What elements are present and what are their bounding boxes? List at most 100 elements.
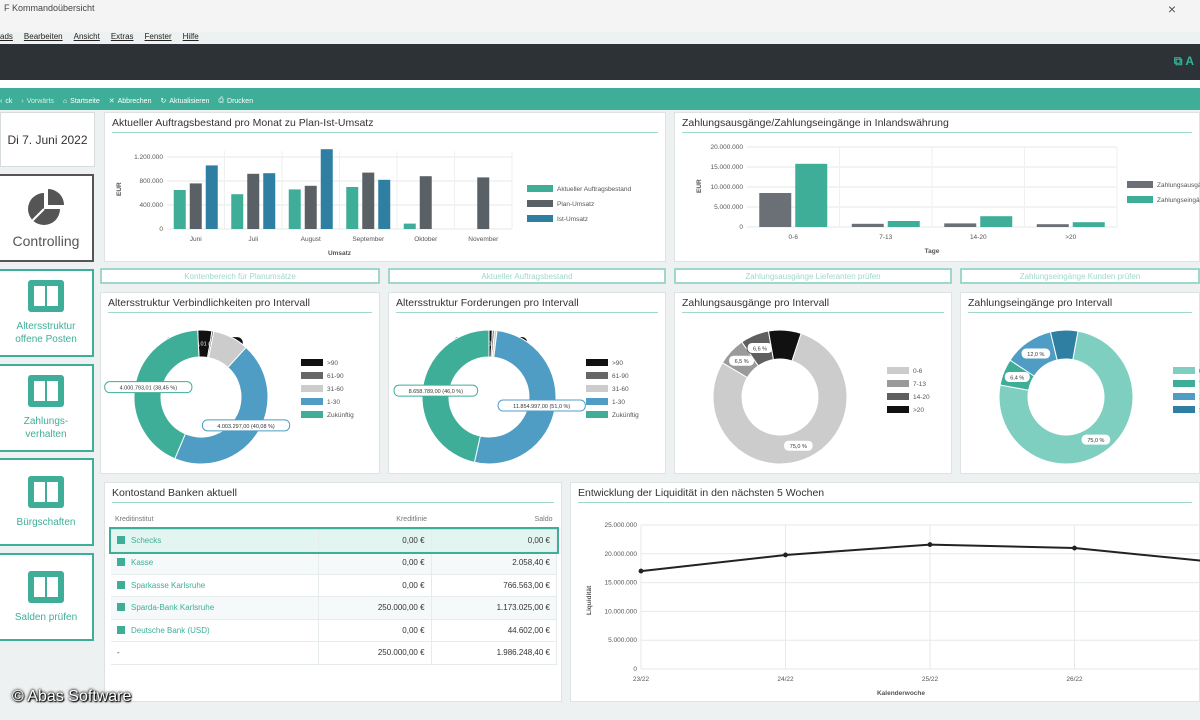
- legend-swatch: [527, 185, 553, 192]
- copyright-watermark: © Abas Software: [12, 688, 132, 705]
- col-kreditinstitut[interactable]: Kreditinstitut: [111, 511, 319, 530]
- cell-kreditlinie: 250.000,00 €: [318, 596, 432, 620]
- menu-item[interactable]: Bearbeiten: [23, 32, 63, 41]
- panel-zahlungen: Zahlungsausgänge/Zahlungseingänge in Inl…: [674, 112, 1200, 262]
- nav-label: Salden prüfen: [14, 611, 78, 623]
- bar: [247, 173, 260, 229]
- forward-button[interactable]: › Vorwärts: [21, 98, 54, 105]
- refresh-button[interactable]: ↻ Aktualisieren: [160, 97, 209, 106]
- back-button[interactable]: ‹ ck: [0, 98, 12, 105]
- pie-chart-icon: [28, 188, 64, 225]
- legend-swatch: [527, 200, 553, 207]
- slice-label-bg: [1020, 347, 1052, 360]
- sidebar: Di 7. Juni 2022 Controlling Altersstrukt…: [0, 112, 96, 712]
- nav-salden[interactable]: Salden prüfen: [0, 553, 94, 641]
- x-tick-label: 24/22: [777, 676, 794, 683]
- cell-name[interactable]: Sparda-Bank Karlsruhe: [111, 596, 319, 620]
- edit-icon[interactable]: [117, 580, 125, 589]
- legend-swatch: [586, 398, 608, 405]
- link-zahlungseingaenge[interactable]: Zahlungseingänge Kunden prüfen: [960, 268, 1200, 284]
- x-axis-title: Umsatz: [328, 250, 352, 257]
- link-kontenbereich[interactable]: Kontenbereich für Planumsätze: [100, 268, 380, 284]
- menu-item[interactable]: ads: [0, 32, 13, 41]
- liquiditaet-line-chart: 0 5.000.000 10.000.000 15.000.000 20.000.000…: [586, 522, 1200, 697]
- slice-label: 8.658.789,00 (46,0 %): [409, 389, 464, 395]
- bank-name: Schecks: [131, 535, 162, 545]
- nav-zahlungsverhalten[interactable]: Zahlungs- verhalten: [0, 364, 94, 452]
- cancel-button[interactable]: ✕ Abbrechen: [109, 97, 152, 106]
- toolbar-label: Startseite: [70, 97, 100, 105]
- table-row[interactable]: Deutsche Bank (USD) 0,00 €44.602,00 €: [111, 619, 558, 642]
- legend-label: Zukünftig: [327, 412, 354, 419]
- print-button[interactable]: ⎙ Drucken: [218, 97, 253, 105]
- legend-label: 31-60: [327, 386, 344, 393]
- slice-label: 75,0 %: [1087, 438, 1104, 444]
- col-kreditlinie[interactable]: Kreditlinie: [318, 511, 432, 530]
- forward-icon: ›: [21, 97, 24, 105]
- legend-label: 7-13: [913, 381, 926, 388]
- nav-label: Altersstruktur offene Posten: [15, 321, 77, 345]
- panel-title: Zahlungseingänge pro Intervall: [968, 297, 1113, 309]
- menu-item[interactable]: Fenster: [144, 32, 172, 41]
- panel-liquiditaet: Entwicklung der Liquidität in den nächst…: [570, 482, 1200, 702]
- nav-label: Bürgschaften: [16, 516, 76, 528]
- slice-label: 6,5 %: [735, 359, 749, 365]
- window-title: F Kommandoübersicht: [4, 3, 95, 13]
- alt-verb-donut: 458.890,01 (3,07 %) 4.003.297,00 (40,08 %…: [104, 329, 354, 465]
- legend-swatch: [301, 411, 323, 418]
- window-close-button[interactable]: ×: [1167, 1, 1176, 17]
- series-line: [640, 543, 1200, 573]
- bar: [346, 187, 359, 229]
- cell-name[interactable]: Kasse: [111, 551, 319, 575]
- menu-item[interactable]: Ansicht: [73, 32, 100, 41]
- cell-kreditlinie: 0,00 €: [318, 529, 432, 552]
- bar: [887, 221, 920, 227]
- menu-item[interactable]: Hilfe: [182, 32, 199, 41]
- table-row[interactable]: Kasse 0,00 €2.058,40 €: [111, 551, 558, 575]
- slice-label-bg: [201, 419, 291, 432]
- nav-altersstruktur[interactable]: Altersstruktur offene Posten: [0, 269, 94, 357]
- total-label: -: [111, 641, 319, 665]
- x-tick-label: November: [468, 236, 499, 243]
- legend-label: 1-30: [327, 399, 340, 406]
- home-button[interactable]: ⌂ Startseite: [63, 98, 100, 105]
- panel-alt-verb: Altersstruktur Verbindlichkeiten pro Int…: [100, 292, 380, 474]
- table-row[interactable]: Sparkasse Karlsruhe 0,00 €766.563,00 €: [111, 574, 558, 597]
- bar: [205, 165, 218, 229]
- edit-icon[interactable]: [117, 558, 125, 567]
- legend-label: 61-90: [612, 373, 629, 380]
- cell-saldo: 1.173.025,00 €: [431, 596, 558, 620]
- table-row[interactable]: Sparda-Bank Karlsruhe 250.000,00 €1.173.0…: [111, 596, 558, 620]
- data-point: [927, 542, 933, 547]
- menu-item[interactable]: Extras: [110, 32, 134, 41]
- cell-name[interactable]: Schecks: [111, 529, 319, 552]
- edit-icon[interactable]: [117, 603, 125, 612]
- col-saldo[interactable]: Saldo: [431, 511, 557, 530]
- y-tick-label: 0: [633, 666, 637, 673]
- y-axis-title: EUR: [696, 179, 703, 193]
- panel-title: Entwicklung der Liquidität in den nächst…: [578, 487, 825, 499]
- bar: [304, 185, 317, 229]
- link-auftragsbestand[interactable]: Aktueller Auftragsbestand: [388, 268, 666, 284]
- cell-name[interactable]: Deutsche Bank (USD): [111, 619, 319, 642]
- bank-name: Sparkasse Karlsruhe: [131, 580, 206, 590]
- x-tick-label: 0-6: [789, 234, 799, 241]
- edit-icon[interactable]: [117, 625, 125, 634]
- edit-icon[interactable]: [117, 535, 125, 544]
- slice-label: 4.003.297,00 (40,08 %): [217, 424, 275, 430]
- y-tick-label: 400.000: [140, 202, 164, 209]
- link-zahlungsausgaenge[interactable]: Zahlungsausgänge Lieferanten prüfen: [674, 268, 952, 284]
- table-row[interactable]: Schecks 0,00 €0,00 €: [109, 527, 559, 554]
- cell-name[interactable]: Sparkasse Karlsruhe: [111, 574, 319, 597]
- cell-kreditlinie: 0,00 €: [318, 619, 432, 642]
- x-tick-label: >20: [1065, 234, 1076, 241]
- legend-swatch: [301, 398, 323, 405]
- x-tick-label: August: [301, 236, 321, 243]
- toolbar-label: Abbrechen: [117, 97, 152, 105]
- nav-controlling[interactable]: Controlling: [0, 174, 94, 262]
- panel-kontostand: Kontostand Banken aktuell Kreditinstitut…: [104, 482, 562, 702]
- nav-buergschaften[interactable]: Bürgschaften: [0, 458, 94, 546]
- slice-label-bg: [104, 381, 193, 394]
- legend-label: 14-20: [913, 394, 930, 401]
